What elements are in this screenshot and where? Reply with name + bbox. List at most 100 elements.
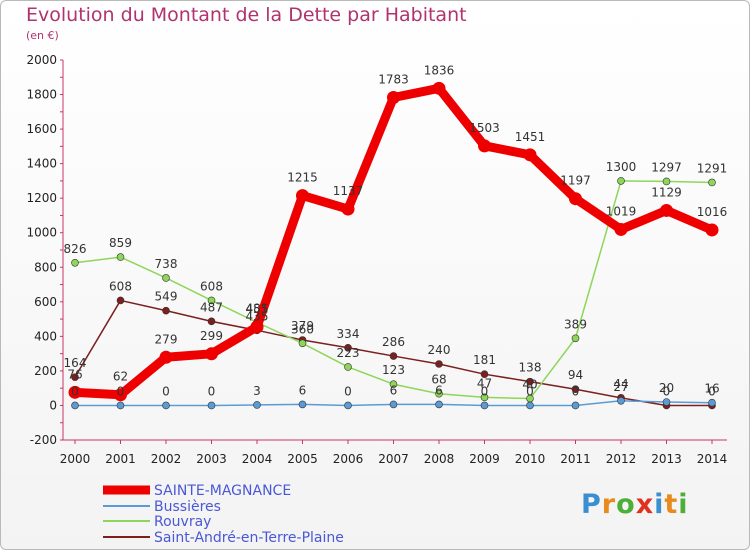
data-point bbox=[207, 296, 216, 305]
data-point bbox=[662, 177, 671, 186]
y-tick-label: 1400 bbox=[26, 157, 57, 171]
data-label: 608 bbox=[109, 279, 132, 293]
data-point bbox=[526, 377, 534, 386]
y-tick-label: 2000 bbox=[26, 53, 57, 67]
data-label: 40 bbox=[522, 378, 537, 392]
data-point bbox=[116, 401, 125, 410]
data-point bbox=[341, 202, 355, 216]
y-tick-label: -200 bbox=[30, 433, 57, 447]
data-point bbox=[387, 90, 400, 104]
data-point bbox=[162, 274, 170, 282]
data-point bbox=[250, 320, 264, 334]
data-point bbox=[344, 363, 352, 371]
data-label: 0 bbox=[71, 384, 79, 398]
data-label: 27 bbox=[613, 380, 628, 394]
x-tick-label: 2000 bbox=[60, 452, 91, 466]
x-tick-label: 2013 bbox=[651, 452, 682, 466]
data-point bbox=[435, 389, 443, 398]
data-label: 6 bbox=[435, 383, 443, 397]
x-tick-label: 2004 bbox=[242, 452, 273, 466]
x-tick-label: 2012 bbox=[606, 452, 637, 466]
data-label: 455 bbox=[246, 302, 269, 316]
data-label: 0 bbox=[708, 384, 716, 398]
data-point bbox=[71, 401, 79, 410]
data-point bbox=[68, 385, 82, 399]
data-label: 0 bbox=[526, 384, 534, 398]
data-point bbox=[432, 81, 446, 95]
series-1 bbox=[71, 396, 716, 410]
data-label: 138 bbox=[519, 361, 542, 375]
y-tick-label: 200 bbox=[34, 364, 57, 378]
data-point bbox=[480, 370, 489, 378]
data-label: 608 bbox=[200, 279, 223, 293]
x-tick-label: 2008 bbox=[424, 452, 455, 466]
data-point bbox=[71, 258, 79, 267]
data-label: 279 bbox=[155, 332, 178, 346]
data-point bbox=[569, 192, 582, 206]
data-label: 164 bbox=[64, 356, 87, 370]
data-label: 1137 bbox=[333, 184, 364, 198]
data-label: 1215 bbox=[287, 171, 318, 185]
x-tick-label: 2006 bbox=[333, 452, 364, 466]
data-point bbox=[617, 177, 625, 185]
data-label: 76 bbox=[67, 367, 82, 381]
data-label: 240 bbox=[428, 343, 451, 357]
data-label: 0 bbox=[208, 384, 216, 398]
data-point bbox=[571, 401, 580, 410]
data-label: 16 bbox=[704, 382, 719, 396]
data-point bbox=[162, 306, 170, 315]
data-label: 1016 bbox=[697, 205, 728, 219]
data-label: 360 bbox=[291, 322, 314, 336]
data-label: 549 bbox=[155, 290, 178, 304]
y-tick-label: 1200 bbox=[26, 191, 57, 205]
data-point bbox=[571, 385, 580, 394]
data-point bbox=[389, 380, 398, 389]
data-label: 181 bbox=[473, 353, 496, 367]
x-tick-label: 2011 bbox=[560, 452, 591, 466]
legend-label: Saint-André-en-Terre-Plaine bbox=[154, 530, 344, 546]
data-label: 379 bbox=[291, 319, 314, 333]
chart-subtitle: (en €) bbox=[26, 29, 59, 42]
x-tick-label: 2002 bbox=[151, 452, 182, 466]
data-label: 223 bbox=[337, 346, 360, 360]
chart-title: Evolution du Montant de la Dette par Hab… bbox=[26, 4, 467, 26]
data-label: 389 bbox=[564, 317, 587, 331]
data-label: 0 bbox=[663, 384, 671, 398]
data-point bbox=[344, 343, 352, 352]
x-tick-label: 2007 bbox=[378, 452, 409, 466]
data-point bbox=[298, 400, 307, 409]
data-point bbox=[114, 388, 127, 402]
data-point bbox=[478, 139, 491, 153]
data-label: 1019 bbox=[606, 204, 637, 218]
data-point bbox=[162, 401, 170, 410]
data-label: 859 bbox=[109, 236, 132, 250]
data-label: 1197 bbox=[560, 174, 591, 188]
data-label: 6 bbox=[299, 383, 307, 397]
data-point bbox=[571, 334, 580, 343]
data-label: 1451 bbox=[515, 130, 546, 144]
data-point bbox=[708, 178, 716, 187]
data-label: 0 bbox=[481, 384, 489, 398]
x-tick-label: 2010 bbox=[515, 452, 546, 466]
data-label: 481 bbox=[246, 301, 269, 315]
data-point bbox=[617, 396, 625, 405]
data-label: 1300 bbox=[606, 160, 637, 174]
data-label: 3 bbox=[253, 384, 261, 398]
data-label: 487 bbox=[200, 300, 223, 314]
data-point bbox=[296, 189, 309, 203]
data-point bbox=[708, 398, 716, 407]
x-tick-label: 2005 bbox=[287, 452, 318, 466]
data-point bbox=[116, 253, 125, 261]
data-label: 435 bbox=[246, 309, 269, 323]
data-label: 94 bbox=[568, 368, 583, 382]
x-tick-label: 2014 bbox=[697, 452, 728, 466]
x-tick-label: 2003 bbox=[196, 452, 227, 466]
data-point bbox=[205, 347, 218, 361]
legend-label: Bussières bbox=[154, 499, 221, 515]
data-label: 0 bbox=[344, 384, 352, 398]
proxiti-logo: Proxiti bbox=[581, 489, 689, 520]
data-label: 334 bbox=[337, 327, 360, 341]
data-label: 47 bbox=[477, 376, 492, 390]
data-point bbox=[523, 148, 537, 162]
x-tick-label: 2001 bbox=[105, 452, 136, 466]
